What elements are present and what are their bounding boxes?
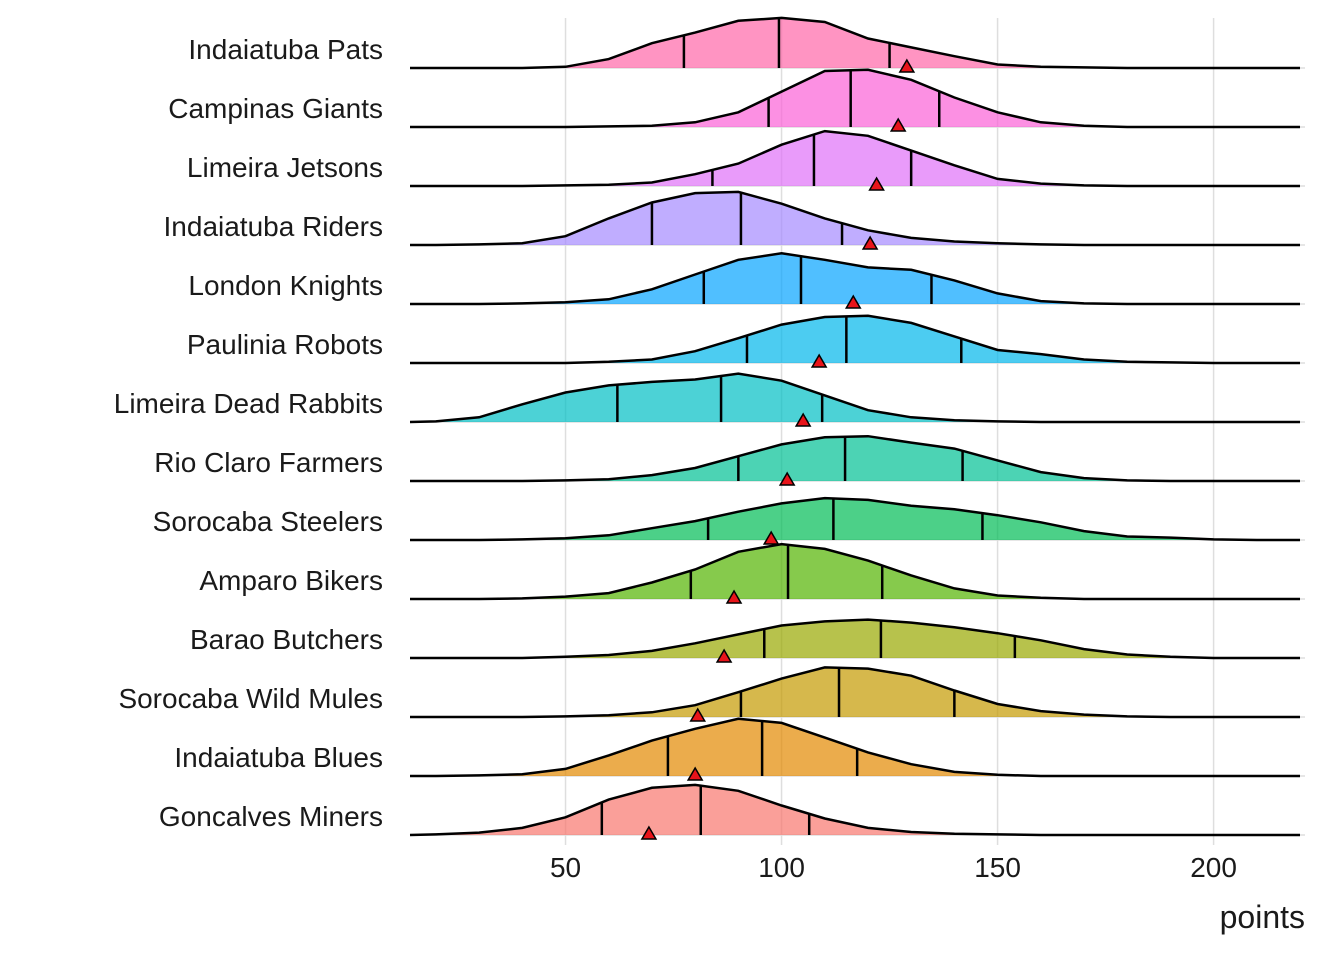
mean-marker: [778, 471, 796, 486]
density-area: [410, 373, 1300, 422]
row-label: London Knights: [188, 270, 383, 301]
row-label: Sorocaba Wild Mules: [118, 683, 383, 714]
mean-marker: [686, 766, 704, 781]
density-area: [410, 253, 1300, 304]
x-tick-label: 150: [974, 852, 1021, 883]
x-tick-label: 100: [758, 852, 805, 883]
mean-marker: [810, 353, 828, 368]
density-area: [410, 667, 1300, 717]
density-line: [410, 129, 1300, 188]
row-label: Indaiatuba Blues: [174, 742, 383, 773]
density-area: [410, 718, 1300, 776]
row-label: Limeira Jetsons: [187, 152, 383, 183]
row-label: Rio Claro Farmers: [154, 447, 383, 478]
mean-marker: [898, 58, 916, 73]
row-label: Indaiatuba Pats: [188, 34, 383, 65]
row-label: Amparo Bikers: [199, 565, 383, 596]
density-line: [410, 618, 1300, 660]
row-label: Sorocaba Steelers: [153, 506, 383, 537]
row-label: Barao Butchers: [190, 624, 383, 655]
density-area: [410, 498, 1300, 540]
mean-marker: [640, 825, 658, 840]
mean-marker: [868, 176, 885, 191]
mean-marker: [762, 530, 780, 545]
density-line: [410, 542, 1300, 601]
density-line: [410, 717, 1300, 778]
density-area: [410, 69, 1300, 127]
density-line: [409, 783, 1300, 837]
row-label: Goncalves Miners: [159, 801, 383, 832]
density-area: [410, 544, 1300, 599]
mean-marker: [844, 294, 862, 309]
density-area: [410, 131, 1300, 186]
density-line: [410, 190, 1300, 247]
density-area: [410, 619, 1300, 658]
mean-marker: [889, 117, 907, 132]
density-area: [410, 784, 1300, 835]
row-label: Paulinia Robots: [187, 329, 383, 360]
row-label: Limeira Dead Rabbits: [114, 388, 383, 419]
density-line: [409, 372, 1300, 424]
mean-marker: [794, 412, 812, 427]
density-area: [410, 436, 1300, 481]
density-line: [410, 434, 1300, 483]
density-area: [410, 17, 1300, 68]
density-line: [410, 68, 1300, 129]
x-tick-label: 50: [550, 852, 581, 883]
row-label: Indaiatuba Riders: [164, 211, 383, 242]
row-label: Campinas Giants: [168, 93, 383, 124]
x-axis-title: points: [1220, 899, 1305, 935]
mean-marker: [715, 648, 733, 663]
density-line: [410, 666, 1300, 719]
mean-marker: [689, 707, 707, 722]
density-area: [410, 315, 1300, 363]
x-tick-label: 200: [1190, 852, 1237, 883]
density-line: [410, 252, 1300, 306]
density-line: [410, 16, 1300, 70]
mean-marker: [861, 235, 879, 250]
mean-marker: [725, 589, 743, 604]
density-line: [410, 496, 1300, 542]
density-area: [410, 191, 1300, 245]
